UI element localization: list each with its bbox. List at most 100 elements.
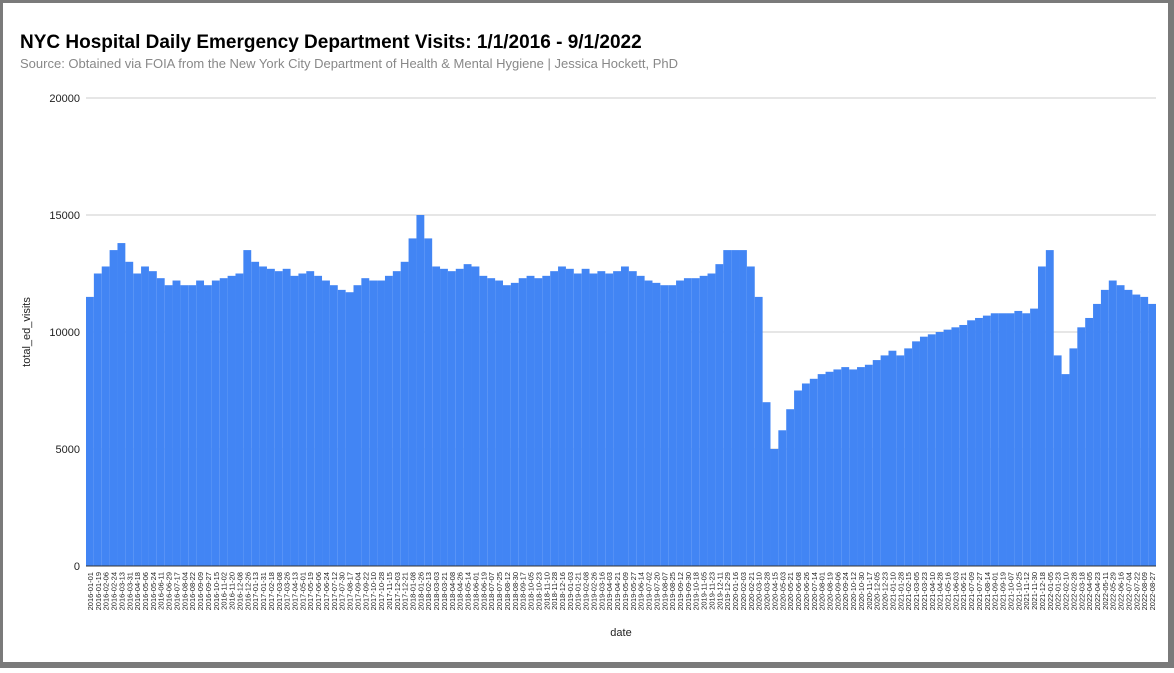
bar — [1100, 289, 1109, 566]
bar — [982, 315, 991, 566]
x-tick-label: 2022-08-27 — [1148, 572, 1157, 610]
x-tick-label: 2019-08-25 — [668, 572, 677, 610]
bar — [841, 367, 850, 566]
bar — [141, 266, 149, 566]
bar — [306, 271, 315, 566]
bar — [880, 355, 889, 566]
bar — [266, 268, 275, 566]
x-tick-label: 2017-03-26 — [283, 572, 292, 610]
x-tick-label: 2016-01-19 — [94, 572, 103, 610]
bar — [888, 350, 897, 566]
y-tick-label: 15000 — [49, 210, 80, 222]
x-tick-label: 2022-07-04 — [1124, 572, 1133, 610]
bar — [282, 268, 291, 566]
x-tick-label: 2019-10-18 — [692, 572, 701, 610]
x-tick-label: 2017-12-21 — [401, 572, 410, 610]
bar — [912, 341, 920, 566]
x-tick-label: 2021-07-27 — [975, 572, 984, 610]
x-tick-label: 2021-07-09 — [967, 572, 976, 610]
bar — [329, 285, 338, 566]
x-tick-label: 2020-03-10 — [755, 572, 764, 610]
bar — [314, 275, 323, 566]
y-tick-label: 5000 — [56, 444, 80, 456]
x-tick-label: 2021-05-16 — [944, 572, 953, 610]
x-tick-label: 2019-03-16 — [597, 572, 606, 610]
bar — [1006, 313, 1015, 566]
x-axis-label: date — [610, 627, 631, 639]
x-tick-label: 2020-03-28 — [763, 572, 772, 610]
bar — [400, 261, 409, 566]
x-tick-label: 2017-06-24 — [322, 572, 331, 610]
x-tick-label: 2022-08-09 — [1140, 572, 1149, 610]
bar — [345, 292, 354, 566]
x-tick-label: 2017-04-13 — [290, 572, 299, 610]
x-tick-label: 2021-06-21 — [959, 572, 968, 610]
x-tick-label: 2017-07-30 — [338, 572, 347, 610]
x-tick-label: 2020-09-06 — [833, 572, 842, 610]
y-tick-label: 0 — [74, 561, 80, 573]
x-tick-label: 2016-11-20 — [228, 572, 237, 610]
x-tick-label: 2021-03-23 — [920, 572, 929, 610]
bar — [864, 364, 873, 566]
x-tick-label: 2019-05-09 — [621, 572, 630, 610]
x-tick-label: 2019-01-21 — [574, 572, 583, 610]
x-tick-label: 2020-01-16 — [731, 572, 740, 610]
bar — [1069, 348, 1078, 566]
bar — [526, 275, 535, 566]
x-tick-label: 2016-03-13 — [117, 572, 126, 610]
bar — [1053, 355, 1062, 566]
bar — [951, 327, 960, 566]
y-axis-label: total_ed_visits — [21, 297, 33, 367]
x-tick-label: 2017-01-31 — [259, 572, 268, 610]
x-tick-label: 2017-11-15 — [385, 572, 394, 610]
x-tick-label: 2016-03-31 — [125, 572, 134, 610]
x-tick-label: 2018-05-14 — [464, 572, 473, 610]
bar — [204, 285, 212, 566]
bar — [1140, 296, 1149, 566]
bar — [125, 261, 134, 566]
x-tick-label: 2018-08-30 — [511, 572, 520, 610]
x-tick-label: 2018-08-12 — [503, 572, 512, 610]
bar — [290, 275, 299, 566]
bar — [723, 250, 732, 566]
bar — [809, 378, 818, 566]
x-tick-label: 2020-07-14 — [810, 572, 819, 610]
x-tick-label: 2019-11-05 — [700, 572, 709, 610]
bar — [943, 329, 952, 566]
bar — [833, 369, 842, 566]
x-tick-label: 2019-01-03 — [566, 572, 575, 610]
x-tick-label: 2019-09-12 — [676, 572, 685, 610]
x-tick-label: 2018-06-19 — [479, 572, 488, 610]
x-tick-label: 2016-04-18 — [133, 572, 142, 610]
bar — [668, 285, 677, 566]
x-tick-label: 2017-12-03 — [393, 572, 402, 610]
bar — [1108, 280, 1117, 566]
bar — [1037, 266, 1046, 566]
bar — [550, 271, 559, 566]
bar — [471, 266, 480, 566]
x-tick-label: 2017-03-08 — [275, 572, 284, 610]
x-tick-label: 2018-10-05 — [527, 572, 536, 610]
x-tick-label: 2020-10-12 — [849, 572, 858, 610]
x-tick-label: 2020-06-08 — [794, 572, 803, 610]
bar — [644, 280, 653, 566]
x-tick-label: 2016-12-08 — [235, 572, 244, 610]
bar — [361, 278, 370, 566]
x-tick-label: 2020-02-21 — [747, 572, 756, 610]
bar — [1022, 313, 1031, 566]
x-tick-label: 2018-03-03 — [432, 572, 441, 610]
x-tick-label: 2018-07-25 — [495, 572, 504, 610]
x-tick-label: 2021-11-30 — [1030, 572, 1039, 610]
bar — [188, 285, 197, 566]
bar — [573, 273, 582, 566]
x-tick-label: 2017-09-22 — [361, 572, 370, 610]
x-tick-label: 2018-04-08 — [448, 572, 457, 610]
x-tick-label: 2019-11-23 — [707, 572, 716, 610]
bar — [935, 332, 944, 566]
x-tick-label: 2018-06-01 — [471, 572, 480, 610]
bar — [109, 250, 118, 566]
bar — [778, 430, 787, 566]
x-tick-label: 2016-11-02 — [220, 572, 229, 610]
x-tick-label: 2017-10-28 — [377, 572, 386, 610]
x-tick-label: 2022-04-23 — [1093, 572, 1102, 610]
